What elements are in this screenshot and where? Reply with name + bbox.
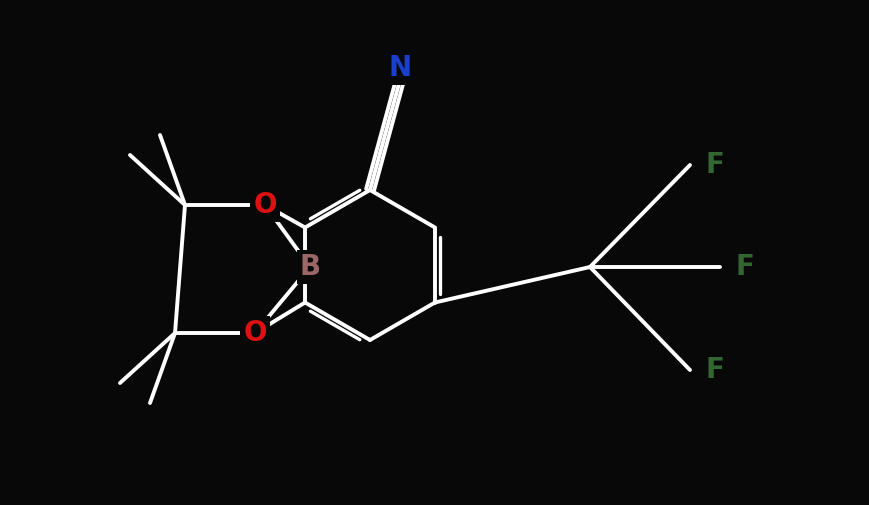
Text: B: B (300, 253, 321, 281)
Text: F: F (735, 253, 754, 281)
Text: O: O (253, 191, 276, 219)
Text: F: F (706, 151, 725, 179)
Text: O: O (243, 319, 267, 347)
Text: F: F (706, 356, 725, 384)
Text: N: N (388, 54, 412, 82)
